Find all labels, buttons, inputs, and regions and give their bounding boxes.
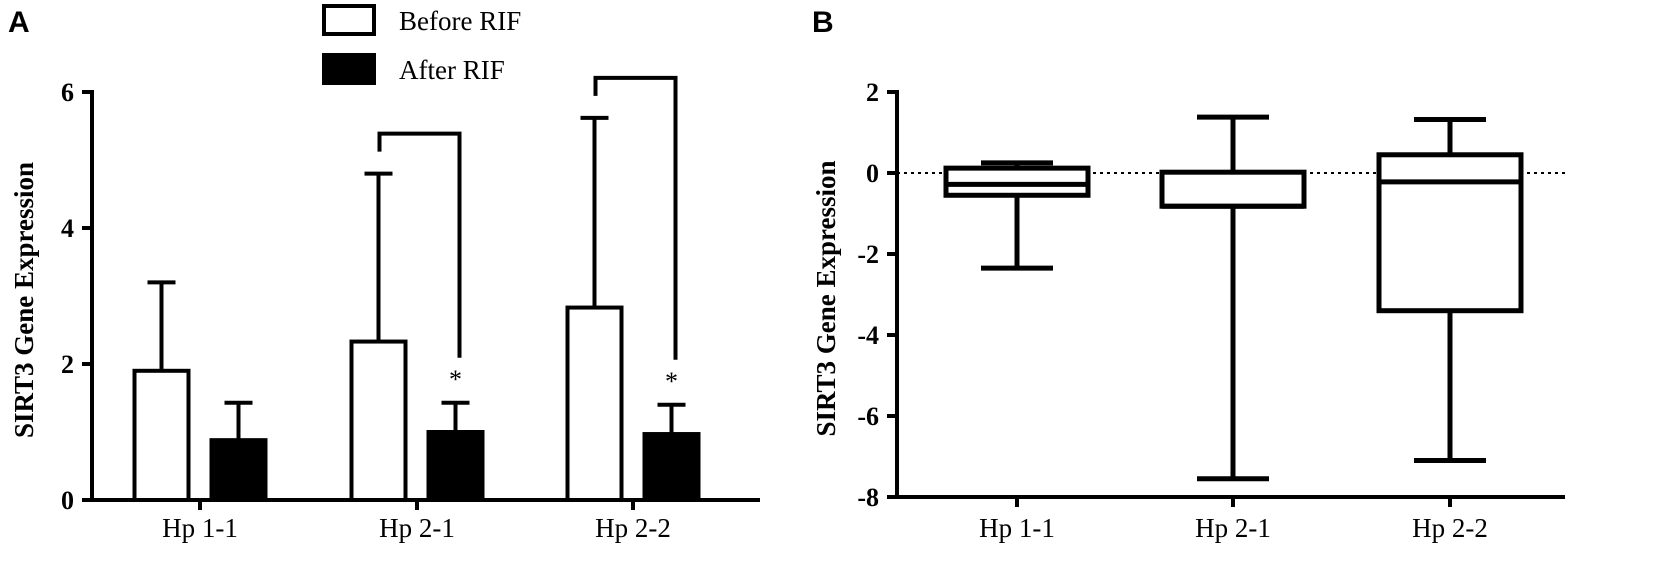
panel-a-bar-after <box>642 432 701 503</box>
panel-a-y-axis-title: SIRT3 Gene Expression <box>9 162 39 438</box>
panel-b-x-tick-label: Hp 2-1 <box>1195 513 1271 543</box>
panel-b-box <box>943 165 1091 198</box>
legend-label-after: After RIF <box>399 55 505 85</box>
legend-swatch-before <box>322 4 376 36</box>
panel-b-box <box>1376 152 1524 314</box>
panel-a-bar-before <box>565 305 624 502</box>
panel-a-x-tick-label: Hp 1-1 <box>162 513 238 543</box>
panel-b-y-axis-title: SIRT3 Gene Expression <box>811 160 841 436</box>
panel-a-x-tick-label: Hp 2-2 <box>595 513 671 543</box>
panel-a-significance-star: * <box>449 365 462 394</box>
panel-a-significance-bracket <box>377 131 462 358</box>
panel-a-significance-star: * <box>665 367 678 396</box>
panel-b-y-tick-label: -4 <box>857 321 879 350</box>
panel-a-y-tick-label: 6 <box>61 78 74 107</box>
panel-b-y-tick-label: -8 <box>857 483 879 512</box>
panel-b-box <box>1159 169 1307 209</box>
panel-b-y-tick-label: -6 <box>857 402 879 431</box>
panel-a-bar-before <box>132 368 191 502</box>
panel-a-y-tick-label: 4 <box>61 214 74 243</box>
panel-a-y-tick-label: 0 <box>61 486 74 515</box>
legend-swatch-after <box>322 53 376 85</box>
panel-a-bar-after <box>426 430 485 502</box>
panel-b-x-tick-label: Hp 1-1 <box>979 513 1055 543</box>
legend-label-before: Before RIF <box>399 6 521 36</box>
panel-b-y-tick-label: 0 <box>866 159 879 188</box>
panel-a-significance-bracket <box>593 75 678 360</box>
panel-b-letter: B <box>812 6 834 39</box>
panel-b-y-tick-label: 2 <box>866 78 879 107</box>
panel-a-bar-before <box>349 339 408 502</box>
panel-a-y-tick-label: 2 <box>61 350 74 379</box>
panel-a-x-tick-label: Hp 2-1 <box>379 513 455 543</box>
panel-b-y-tick-label: -2 <box>857 240 879 269</box>
panel-a-bar-after <box>209 438 268 503</box>
panel-a-letter: A <box>8 6 30 39</box>
panel-b-x-tick-label: Hp 2-2 <box>1412 513 1488 543</box>
